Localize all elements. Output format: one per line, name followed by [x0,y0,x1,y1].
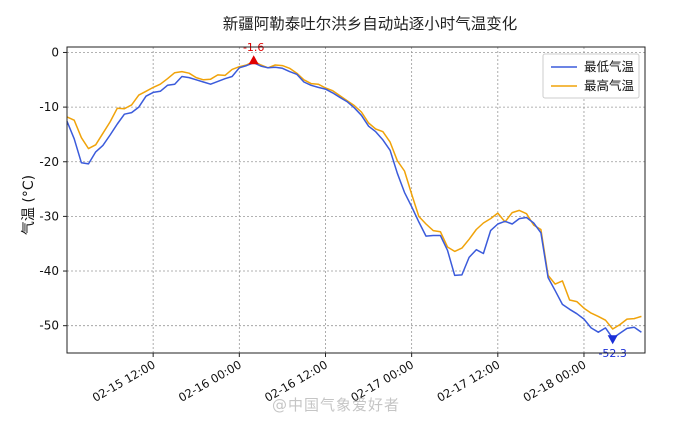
legend-box [542,53,640,99]
extreme-label: -52.3 [598,347,626,360]
y-tick-label: -10 [39,100,59,114]
extreme-marker [248,55,259,65]
series-lines [66,60,642,339]
y-axis-ticks: 0 -10 -20 -30 -40 -50 [39,45,67,333]
x-tick-label: 02-16 00:00 [176,357,244,404]
y-tick-label: -50 [39,319,59,333]
extreme-label: -1.6 [243,41,264,54]
y-tick-label: -20 [39,155,59,169]
y-tick-label: -30 [39,209,59,223]
extreme-marker [607,335,618,345]
legend-label: 最低气温 [584,59,635,74]
y-axis-label: 气温 (°C) [21,175,37,235]
x-tick-label: 02-15 12:00 [90,357,158,404]
series-line-min [66,62,642,339]
grid-lines [67,47,645,353]
chart-title: 新疆阿勒泰吐尔洪乡自动站逐小时气温变化 [223,15,518,33]
legend-label: 最高气温 [584,78,635,93]
y-tick-label: -40 [39,264,59,278]
watermark: @中国气象爱好者 [272,396,401,414]
x-tick-label: 02-17 12:00 [434,357,502,404]
plot-frame [66,46,646,354]
annotations: -1.6 -52.3 [243,41,627,360]
y-tick-label: 0 [51,45,59,59]
x-tick-label: 02-18 00:00 [521,357,589,404]
